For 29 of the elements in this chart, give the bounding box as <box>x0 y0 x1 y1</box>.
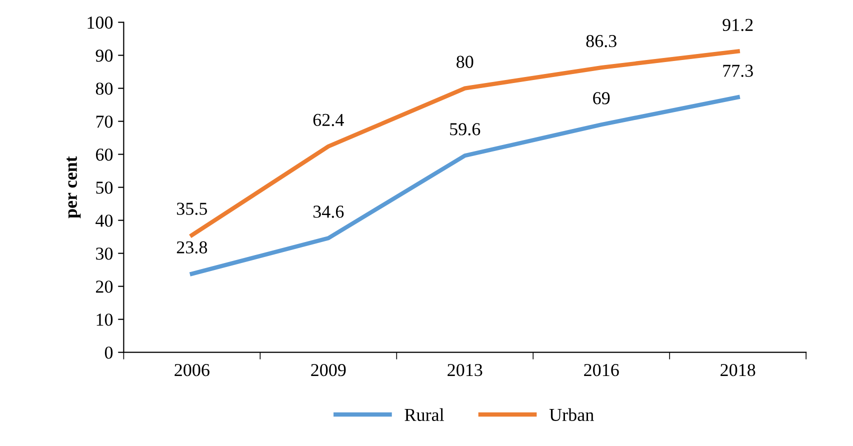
y-tick-label: 60 <box>96 148 113 161</box>
x-tick-label: 2018 <box>720 364 756 376</box>
y-axis-title: per cent <box>66 156 81 218</box>
data-label: 86.3 <box>586 34 616 48</box>
y-tick-label: 40 <box>96 214 113 227</box>
y-tick-label: 80 <box>96 82 113 95</box>
y-tick-label: 20 <box>96 280 113 293</box>
y-tick-label: 10 <box>96 314 113 326</box>
y-tick-label: 30 <box>96 248 113 260</box>
data-label: 91.2 <box>722 18 753 32</box>
x-tick-label: 2006 <box>174 364 210 376</box>
data-label: 35.5 <box>176 202 208 215</box>
data-label: 59.6 <box>450 123 480 136</box>
legend-label: Urban <box>549 408 594 422</box>
legend-label: Rural <box>404 408 444 422</box>
data-label: 80 <box>456 56 474 68</box>
x-tick-label: 2013 <box>448 364 482 376</box>
data-label: 62.4 <box>313 114 344 126</box>
data-label: 77.3 <box>723 64 753 77</box>
y-tick-label: 70 <box>96 116 113 128</box>
y-tick-label: 50 <box>96 182 113 194</box>
data-label: 23.8 <box>176 241 208 254</box>
x-tick-label: 2016 <box>584 364 619 376</box>
x-tick-label: 2009 <box>311 364 346 376</box>
y-tick-label: 100 <box>88 16 113 29</box>
y-tick-label: 90 <box>96 50 113 62</box>
data-label: 34.6 <box>313 206 344 218</box>
y-tick-label: 0 <box>104 346 113 359</box>
data-label: 69 <box>593 92 610 104</box>
